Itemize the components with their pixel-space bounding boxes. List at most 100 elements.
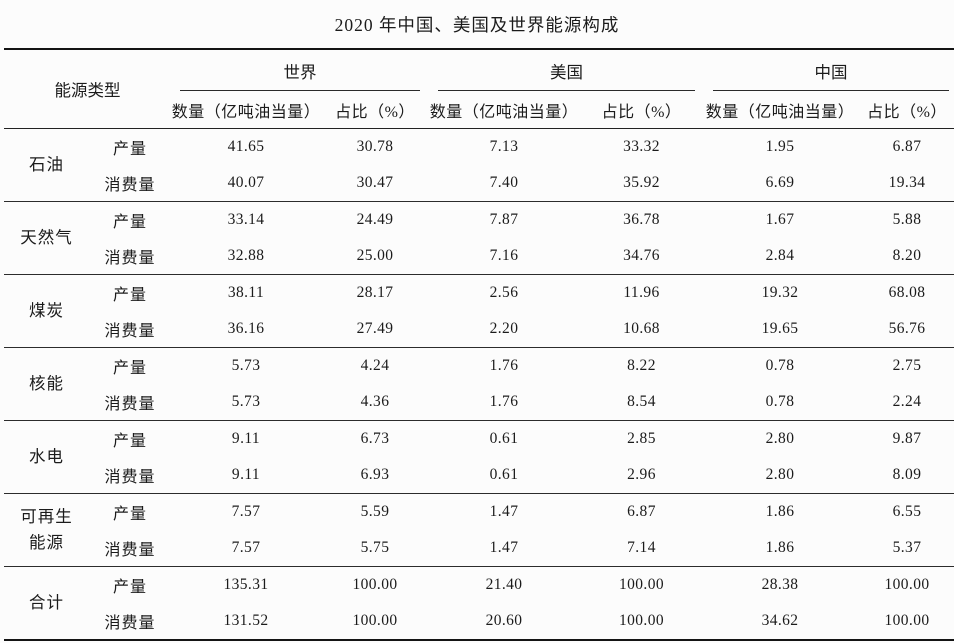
category-cell: 核能 [29, 373, 64, 393]
value-cell: 1.67 [765, 211, 795, 228]
value-cell: 9.11 [231, 466, 261, 483]
table-row: 石油 产量 41.65 30.78 7.13 33.32 1.95 6.87 [4, 129, 954, 174]
pct-header-china: 占比（%） [867, 103, 947, 121]
table-row: 消费量 7.57 5.75 1.47 7.14 1.86 5.37 [4, 530, 954, 567]
value-cell: 2.80 [765, 466, 795, 483]
row-label: 消费量 [104, 615, 156, 632]
category-cell: 水电 [29, 446, 64, 466]
value-cell: 8.09 [892, 466, 922, 483]
category-cell: 石油 [29, 154, 64, 174]
value-cell: 2.75 [892, 357, 922, 374]
energy-type-header: 能源类型 [54, 81, 121, 100]
value-cell: 68.08 [888, 284, 926, 301]
value-cell: 5.73 [231, 393, 261, 410]
value-cell: 5.75 [360, 539, 390, 556]
row-label: 消费量 [104, 396, 156, 413]
row-label: 消费量 [104, 250, 156, 267]
value-cell: 4.24 [360, 357, 390, 374]
value-cell: 33.14 [227, 211, 265, 228]
value-cell: 100.00 [884, 576, 930, 593]
group-nuclear: 核能 产量 5.73 4.24 1.76 8.22 0.78 2.75 消费量 … [4, 347, 954, 421]
value-cell: 40.07 [227, 174, 265, 191]
value-cell: 0.61 [489, 466, 519, 483]
table-row: 消费量 5.73 4.36 1.76 8.54 0.78 2.24 [4, 384, 954, 421]
value-cell: 6.69 [765, 174, 795, 191]
value-cell: 2.24 [892, 393, 922, 410]
value-cell: 41.65 [227, 138, 265, 155]
group-renewables: 可再生 能源 产量 7.57 5.59 1.47 6.87 1.86 6.55 … [4, 493, 954, 567]
value-cell: 7.87 [489, 211, 519, 228]
table-row: 消费量 40.07 30.47 7.40 35.92 6.69 19.34 [4, 165, 954, 202]
row-label: 消费量 [104, 542, 156, 559]
value-cell: 1.47 [489, 539, 519, 556]
value-cell: 1.95 [765, 138, 795, 155]
value-cell: 5.59 [360, 503, 390, 520]
value-cell: 7.40 [489, 174, 519, 191]
group-oil: 石油 产量 41.65 30.78 7.13 33.32 1.95 6.87 消… [4, 128, 954, 202]
value-cell: 28.17 [356, 284, 394, 301]
value-cell: 33.32 [623, 138, 660, 155]
value-cell: 100.00 [884, 612, 930, 629]
value-cell: 36.78 [623, 211, 660, 228]
group-header-world: 世界 [171, 49, 429, 91]
value-cell: 0.78 [765, 357, 795, 374]
value-cell: 7.57 [231, 503, 261, 520]
group-total: 合计 产量 135.31 100.00 21.40 100.00 28.38 1… [4, 566, 954, 641]
category-cell: 可再生 能源 [20, 506, 73, 552]
value-cell: 27.49 [356, 320, 394, 337]
category-cell: 煤炭 [29, 300, 64, 320]
value-cell: 2.56 [489, 284, 519, 301]
value-cell: 19.32 [761, 284, 799, 301]
value-cell: 2.80 [765, 430, 795, 447]
pct-header-us: 占比（%） [601, 103, 682, 121]
value-cell: 4.36 [360, 393, 390, 410]
value-cell: 35.92 [623, 174, 660, 191]
value-cell: 6.87 [627, 503, 656, 520]
value-cell: 38.11 [227, 284, 265, 301]
category-cell: 合计 [29, 592, 64, 612]
table-row: 可再生 能源 产量 7.57 5.59 1.47 6.87 1.86 6.55 [4, 494, 954, 552]
group-header-china: 中国 [704, 49, 954, 91]
table-header: 能源类型 世界 美国 中国 数量（亿吨油当量） 占比（%） 数量（亿吨油当量） … [4, 49, 954, 129]
value-cell: 19.34 [888, 174, 926, 191]
group-natural-gas: 天然气 产量 33.14 24.49 7.87 36.78 1.67 5.88 … [4, 201, 954, 275]
value-cell: 7.14 [627, 539, 656, 556]
row-label: 产量 [112, 579, 147, 596]
row-label: 产量 [112, 214, 147, 231]
value-cell: 9.87 [892, 430, 922, 447]
row-label: 产量 [112, 141, 147, 158]
pct-header-world: 占比（%） [335, 103, 415, 121]
value-cell: 2.96 [627, 466, 656, 483]
value-cell: 100.00 [352, 612, 398, 629]
value-cell: 20.60 [485, 612, 523, 629]
value-cell: 56.76 [888, 320, 926, 337]
value-cell: 2.84 [765, 247, 795, 264]
group-coal: 煤炭 产量 38.11 28.17 2.56 11.96 19.32 68.08… [4, 274, 954, 348]
value-cell: 24.49 [356, 211, 394, 228]
table-title: 2020 年中国、美国及世界能源构成 [334, 15, 620, 35]
row-label: 消费量 [104, 469, 156, 486]
category-cell: 天然气 [20, 227, 73, 247]
value-cell: 34.62 [761, 612, 799, 629]
value-cell: 1.47 [489, 503, 519, 520]
value-cell: 0.78 [765, 393, 795, 410]
table-row: 消费量 32.88 25.00 7.16 34.76 2.84 8.20 [4, 238, 954, 275]
row-label: 产量 [112, 287, 147, 304]
row-label: 消费量 [104, 177, 156, 194]
table-row: 煤炭 产量 38.11 28.17 2.56 11.96 19.32 68.08 [4, 275, 954, 320]
value-cell: 7.16 [489, 247, 519, 264]
value-cell: 10.68 [623, 320, 660, 337]
value-cell: 6.93 [360, 466, 390, 483]
value-cell: 5.88 [892, 211, 922, 228]
group-header-us: 美国 [429, 49, 704, 91]
table-row: 核能 产量 5.73 4.24 1.76 8.22 0.78 2.75 [4, 348, 954, 393]
value-cell: 100.00 [618, 576, 665, 593]
group-hydro: 水电 产量 9.11 6.73 0.61 2.85 2.80 9.87 消费量 … [4, 420, 954, 494]
value-cell: 100.00 [352, 576, 398, 593]
value-cell: 131.52 [223, 612, 269, 629]
value-cell: 32.88 [227, 247, 265, 264]
value-cell: 11.96 [623, 284, 660, 301]
value-cell: 1.76 [489, 393, 519, 410]
table-row: 消费量 9.11 6.93 0.61 2.96 2.80 8.09 [4, 457, 954, 494]
